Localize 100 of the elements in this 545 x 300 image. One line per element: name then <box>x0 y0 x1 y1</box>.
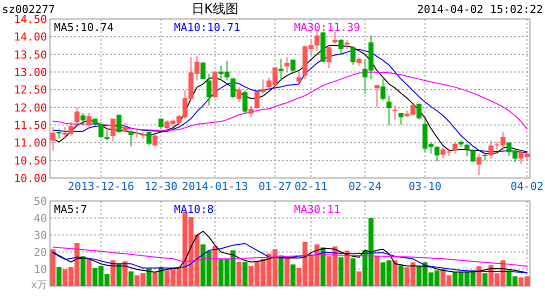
bar <box>338 257 344 286</box>
bar <box>344 250 350 286</box>
bar <box>350 258 356 286</box>
candlestick <box>80 112 86 124</box>
candlestick <box>290 59 296 73</box>
text: 2014-04-02 15:02:22 <box>417 3 543 16</box>
text: MA10:8 <box>174 203 214 216</box>
y-tick-label: 14.50 <box>14 13 47 26</box>
y-tick-label: 14.00 <box>14 30 47 44</box>
bar <box>356 271 362 286</box>
x-tick-label: 02-24 <box>348 180 382 193</box>
candlestick <box>284 56 290 73</box>
line-series <box>52 230 528 274</box>
bar <box>242 262 248 286</box>
y-tick-label: 40 <box>34 212 47 225</box>
candlestick <box>242 90 248 114</box>
bar <box>128 271 134 286</box>
y-tick-label: 30 <box>34 229 47 242</box>
y-tick-label: 20 <box>34 246 47 259</box>
bar <box>284 256 290 286</box>
text: MA5:7 <box>54 203 88 216</box>
candlestick <box>332 30 338 45</box>
candlestick <box>326 45 332 69</box>
x-tick-label: 12-30 <box>144 180 178 193</box>
y-tick-label: 10.50 <box>14 154 47 168</box>
bar <box>482 273 488 286</box>
text: MA30:11 <box>294 203 340 216</box>
bar <box>56 266 62 286</box>
chart-title: 日K线图 <box>192 2 238 17</box>
candlestick <box>74 106 80 124</box>
y-tick-label: 11.50 <box>14 119 47 132</box>
y-axis-title: x万 <box>30 280 47 291</box>
x-tick-label: 2013-12-16 <box>68 180 134 193</box>
bar <box>392 260 398 286</box>
bar <box>50 249 56 286</box>
candlestick <box>434 146 440 162</box>
bar <box>236 262 242 286</box>
candlestick <box>158 118 164 130</box>
candlestick <box>200 62 206 80</box>
candlestick <box>104 130 110 142</box>
y-tick-label: 10 <box>34 263 47 276</box>
x-tick-label: 03-10 <box>408 180 442 193</box>
candlestick <box>116 114 122 134</box>
bar <box>86 258 92 286</box>
text: sz002277 <box>2 3 55 16</box>
candlestick <box>464 143 470 157</box>
candlestick <box>206 73 212 106</box>
candlestick <box>350 46 356 66</box>
candlestick <box>248 105 254 118</box>
candlestick <box>230 78 236 99</box>
line-series <box>52 243 528 274</box>
candlestick <box>278 58 284 81</box>
candlestick <box>146 130 152 146</box>
bar <box>374 256 380 286</box>
text: MA5:10.74 <box>54 21 114 34</box>
bar <box>116 264 122 286</box>
candlestick <box>50 126 56 151</box>
candlestick <box>488 140 494 160</box>
candlestick <box>152 134 158 147</box>
bar <box>152 272 158 286</box>
candlestick <box>386 95 392 126</box>
bar <box>278 255 284 286</box>
candlestick <box>122 122 128 133</box>
y-tick-label: 11.00 <box>14 136 47 150</box>
candlestick <box>392 105 398 121</box>
x-tick-label: 02-11 <box>294 180 328 193</box>
bar <box>146 268 152 286</box>
bar <box>290 264 296 286</box>
candlestick <box>470 148 476 163</box>
bar <box>212 246 218 286</box>
x-tick-label: 2014-01-13 <box>182 180 248 193</box>
candlestick <box>236 86 242 103</box>
candlestick <box>374 84 380 108</box>
bar <box>320 247 326 286</box>
candlestick <box>452 142 458 154</box>
candlestick <box>110 118 116 142</box>
bar <box>398 265 404 286</box>
candlestick <box>416 103 422 120</box>
bar <box>476 266 482 286</box>
line-series <box>52 246 528 267</box>
candlestick <box>476 153 482 176</box>
candlestick <box>56 128 62 140</box>
y-tick-label: 12.50 <box>14 84 47 97</box>
y-tick-label: 10.00 <box>14 172 47 185</box>
y-tick-label: 13.00 <box>14 66 47 79</box>
text: MA30:11.39 <box>294 21 360 34</box>
y-tick-label: 50 <box>34 195 47 208</box>
candlestick <box>296 72 302 84</box>
candlestick <box>380 78 386 102</box>
candlestick <box>338 38 344 56</box>
bar <box>110 260 116 286</box>
y-tick-label: 12.00 <box>14 101 47 114</box>
y-tick-label: 13.50 <box>14 48 47 62</box>
candlestick <box>128 130 134 147</box>
x-tick-label: 04-02 <box>510 180 544 193</box>
bar <box>122 261 128 286</box>
text: MA10:10.71 <box>174 21 240 34</box>
candlestick <box>86 112 92 130</box>
x-tick-label: 01-27 <box>258 180 292 193</box>
bar <box>80 256 86 286</box>
